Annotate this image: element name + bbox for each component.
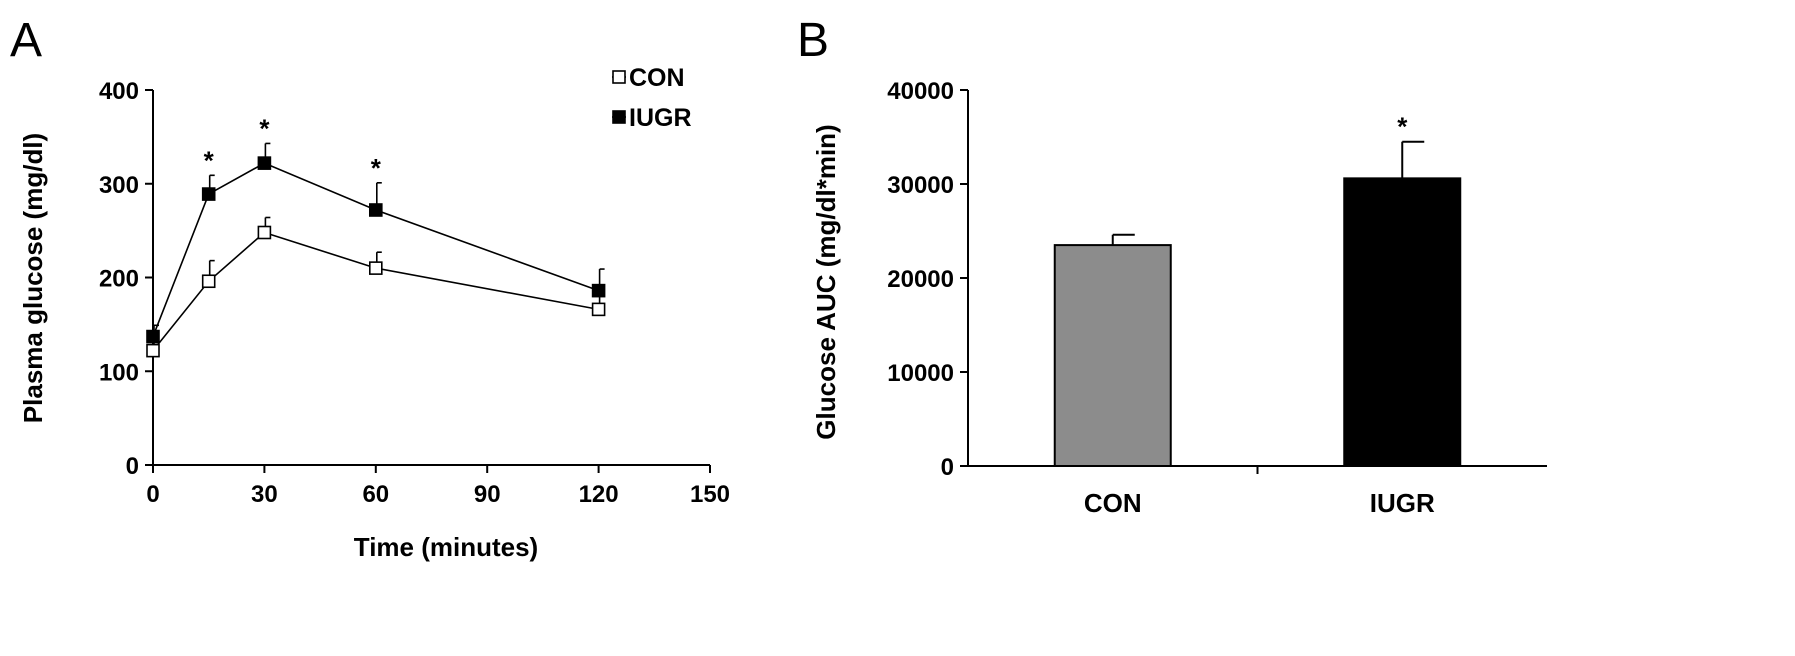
panel-b-y-tick-label: 20000 — [887, 266, 954, 293]
panel-a-y-tick-label: 400 — [99, 78, 139, 105]
significance-marker: * — [204, 145, 215, 175]
panel-b-y-tick-label: 0 — [941, 454, 954, 481]
panel-a-x-axis-title: Time (minutes) — [354, 532, 538, 562]
bar-rect — [1343, 177, 1462, 468]
panel-a-y-axis-title: Plasma glucose (mg/dl) — [18, 133, 48, 423]
data-point — [591, 283, 606, 298]
data-point — [591, 302, 606, 317]
panel-b-bar-chart: B Glucose AUC (mg/dl*min) 0 10000 20000 300… — [797, 14, 1547, 518]
panel-a-x-tick-labels: 0 30 60 90 120 150 — [146, 481, 730, 508]
significance-marker: * — [259, 113, 270, 143]
legend-label: IUGR — [629, 104, 692, 132]
panel-a-y-tick-labels: 0 100 200 300 400 — [99, 78, 139, 480]
panel-b-y-tick-label: 10000 — [887, 360, 954, 387]
legend-item-con: CON — [612, 64, 685, 92]
panel-b-y-axis-title: Glucose AUC (mg/dl*min) — [811, 124, 841, 439]
legend-item-iugr: IUGR — [612, 104, 692, 132]
panel-a-legend: CON IUGR — [612, 64, 692, 132]
category-label-con: CON — [1084, 488, 1142, 518]
panel-a-x-tick-label: 120 — [579, 481, 619, 508]
panel-a-x-tick-label: 30 — [251, 481, 278, 508]
panel-a-x-tick-label: 0 — [146, 481, 159, 508]
bar-rect — [1053, 244, 1172, 467]
data-point — [146, 329, 160, 344]
panel-a-y-tick-label: 100 — [99, 359, 139, 386]
series-iugr: * * * — [146, 113, 606, 344]
bar-iugr: * — [1343, 112, 1462, 468]
panel-a-letter: A — [10, 14, 42, 67]
data-point — [146, 343, 160, 358]
significance-marker: * — [371, 153, 382, 183]
bar-con — [1053, 233, 1172, 467]
significance-marker: * — [1397, 112, 1408, 142]
legend-marker — [612, 70, 626, 84]
panel-b-y-tick-label: 30000 — [887, 172, 954, 199]
panel-a-x-tick-label: 60 — [362, 481, 389, 508]
data-point — [201, 187, 216, 201]
panel-a-y-tick-label: 0 — [126, 453, 139, 480]
data-point — [257, 156, 272, 170]
data-point — [201, 274, 216, 289]
panel-a-x-tick-label: 90 — [474, 481, 501, 508]
data-point — [368, 203, 383, 217]
panel-b-y-tick-labels: 0 10000 20000 30000 40000 — [887, 78, 954, 481]
data-point — [257, 225, 272, 240]
panel-b-letter: B — [797, 14, 829, 67]
category-label-iugr: IUGR — [1370, 488, 1435, 518]
panel-a-axes — [145, 89, 711, 473]
series-con — [146, 216, 606, 358]
data-point — [368, 261, 383, 275]
legend-label: CON — [629, 64, 685, 92]
panel-b-bars: * — [1053, 112, 1462, 468]
panel-b-category-labels: CON IUGR — [1084, 488, 1435, 518]
panel-a-series: * * * — [146, 113, 606, 358]
panel-a-y-tick-label: 200 — [99, 266, 139, 293]
series-line-con — [152, 231, 599, 352]
panel-a-line-chart: A Plasma glucose (mg/dl) Time (minutes) … — [10, 14, 730, 562]
series-line-iugr — [152, 162, 599, 337]
panel-a-x-tick-label: 150 — [690, 481, 730, 508]
legend-marker — [612, 110, 626, 124]
panel-a-y-tick-label: 300 — [99, 172, 139, 199]
panel-b-y-tick-label: 40000 — [887, 78, 954, 105]
